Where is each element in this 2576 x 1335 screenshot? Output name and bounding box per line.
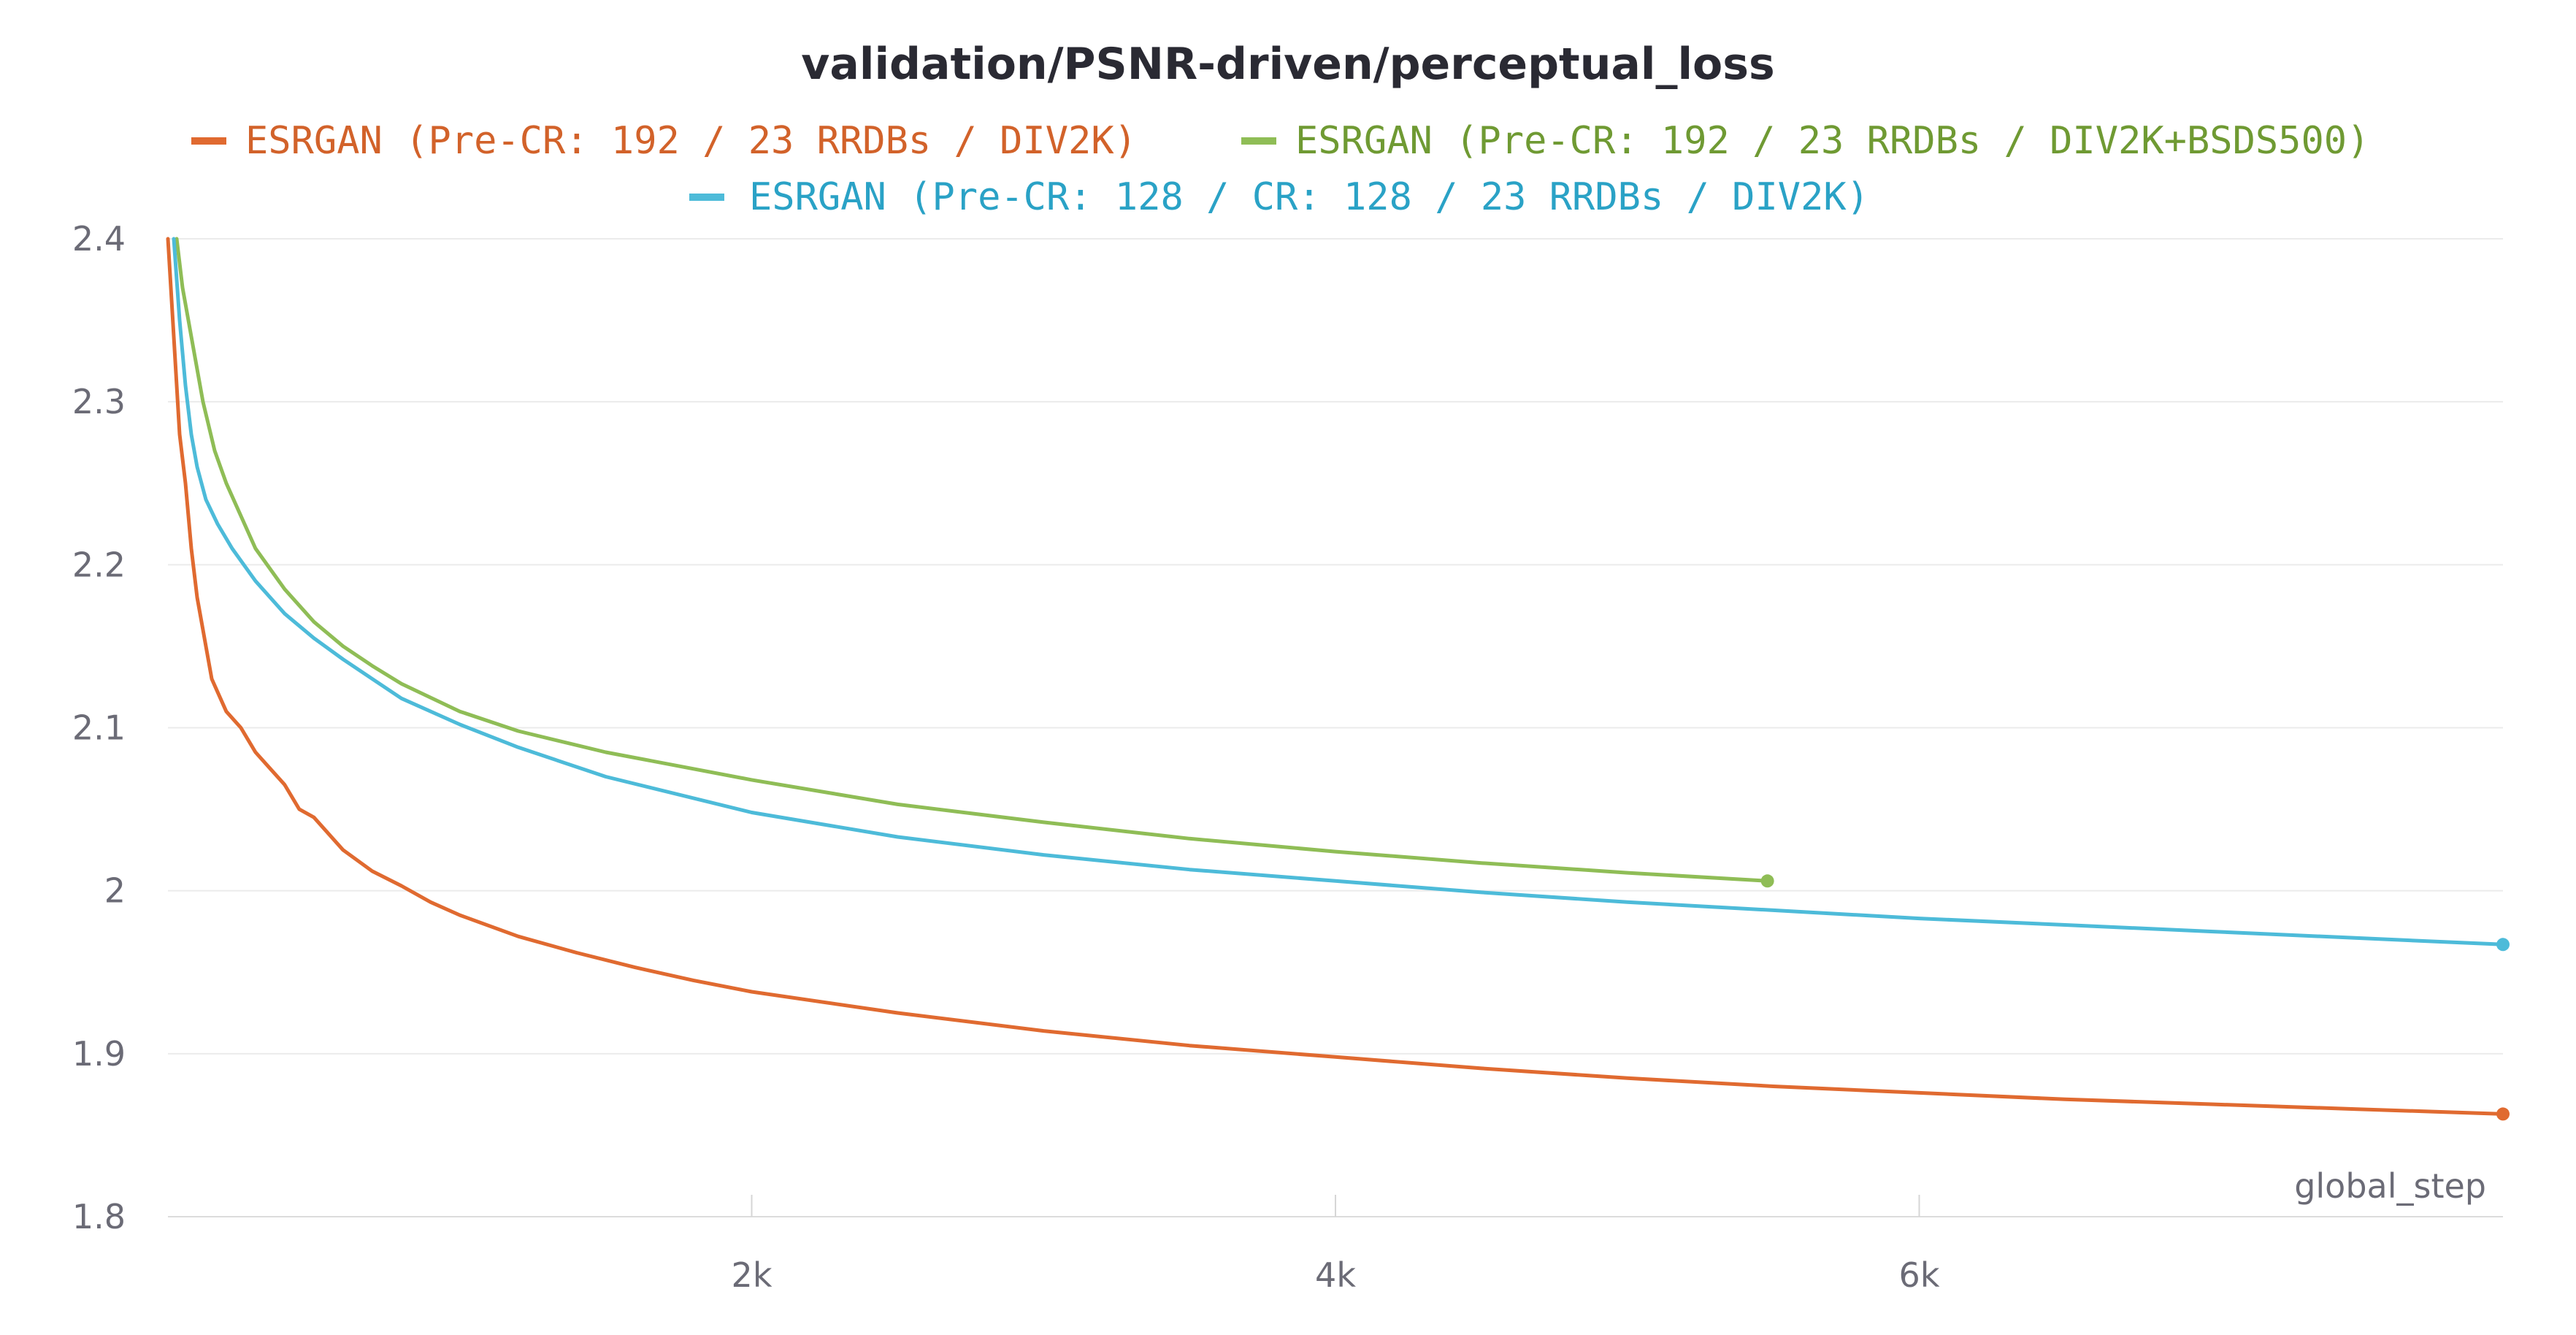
legend-label-1: ESRGAN (Pre-CR: 192 / 23 RRDBs / DIV2K+B… <box>1295 119 2369 163</box>
y-tick-label: 2 <box>104 871 126 911</box>
axes: 1.8 1.9 2 2.1 2.2 2.3 2.4 2k 4k 6k <box>72 219 2503 1295</box>
legend-label-0: ESRGAN (Pre-CR: 192 / 23 RRDBs / DIV2K) <box>245 119 1137 163</box>
y-tick-label: 2.4 <box>72 219 126 259</box>
series-end-marker-2 <box>2496 938 2510 952</box>
series-line-2 <box>172 237 2505 946</box>
x-tick-label: 6k <box>1899 1255 1940 1295</box>
series-line-0 <box>166 237 2505 1116</box>
x-tick-label: 2k <box>732 1255 773 1295</box>
y-tick-label: 2.2 <box>72 545 126 584</box>
series-line-1 <box>175 237 1770 883</box>
y-tick-label: 2.3 <box>72 382 126 421</box>
legend-label-2: ESRGAN (Pre-CR: 128 / CR: 128 / 23 RRDBs… <box>749 175 1869 219</box>
series-group <box>166 237 2510 1121</box>
x-axis-label: global_step <box>2294 1166 2486 1206</box>
legend: ESRGAN (Pre-CR: 192 / 23 RRDBs / DIV2K) … <box>191 119 2369 219</box>
y-tick-label: 1.9 <box>72 1034 126 1074</box>
chart-title: validation/PSNR-driven/perceptual_loss <box>801 39 1774 90</box>
series-end-marker-1 <box>1760 874 1774 888</box>
series-end-marker-0 <box>2496 1107 2510 1121</box>
y-tick-label: 2.1 <box>72 708 126 748</box>
y-tick-label: 1.8 <box>72 1197 126 1236</box>
x-tick-label: 4k <box>1315 1255 1356 1295</box>
grid <box>168 238 2503 1217</box>
